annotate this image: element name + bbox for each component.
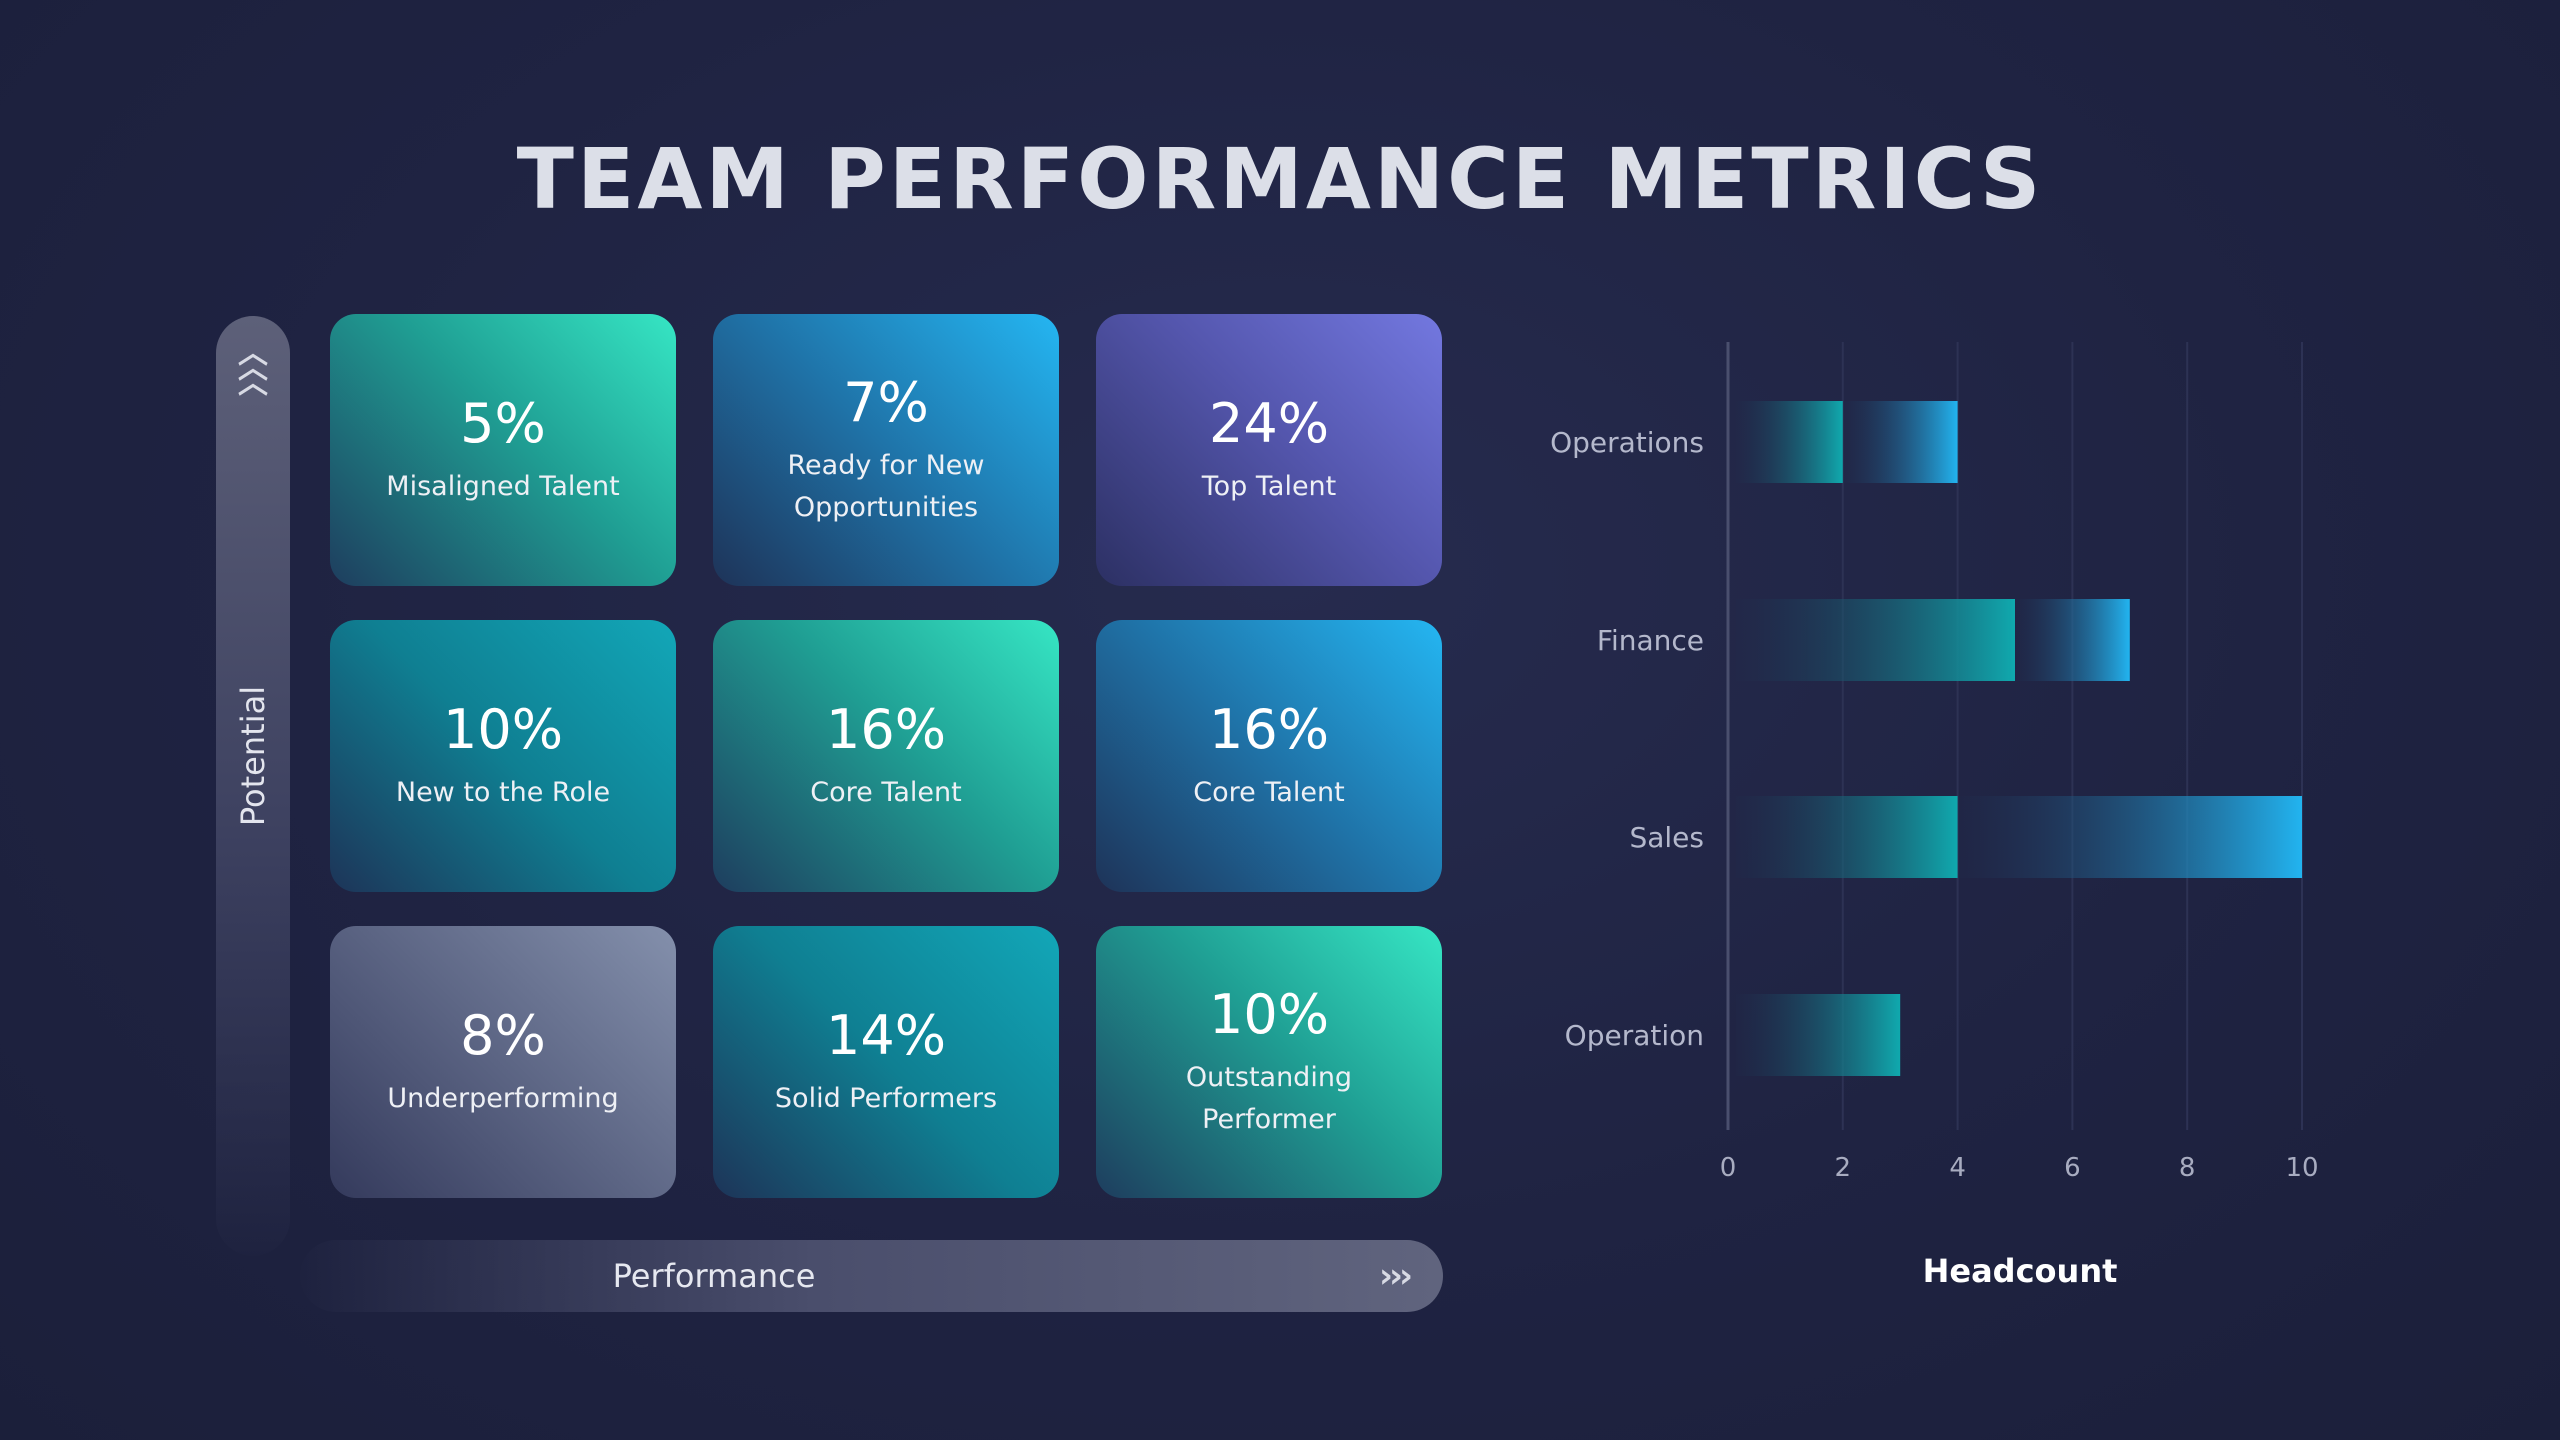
x-tick-label: 4	[1949, 1153, 1966, 1183]
x-tick-label: 0	[1720, 1153, 1737, 1183]
category-label: Finance	[1597, 624, 1704, 657]
tile-label: Ready for New Opportunities	[787, 450, 985, 523]
tile-label: Core Talent	[1193, 777, 1345, 808]
category-label: Sales	[1629, 821, 1704, 854]
tile-percent: 7%	[843, 371, 929, 434]
bar-operations-segment-1	[1736, 401, 1843, 483]
x-tick-label: 2	[1835, 1153, 1852, 1183]
bar-finance-segment-1	[1736, 599, 2015, 681]
tile-top-talent: 24% Top Talent	[1096, 314, 1442, 586]
headcount-bar-chart: 0 2 4 6 8 10 Operations Finance Sales Operation	[1550, 342, 2319, 1183]
tile-new-to-the-role: 10% New to the Role	[330, 620, 676, 892]
chevron-right-icon: ›››	[1378, 1256, 1413, 1296]
tile-percent: 14%	[825, 1004, 947, 1067]
category-label: Operation	[1565, 1019, 1704, 1052]
tile-label: Solid Performers	[774, 1083, 998, 1114]
performance-axis-label: Performance	[612, 1257, 816, 1295]
tile-percent: 10%	[442, 698, 564, 761]
tile-label: Underperforming	[387, 1083, 619, 1114]
x-axis-title: Headcount	[1922, 1252, 2118, 1290]
x-tick-label: 6	[2064, 1153, 2081, 1183]
performance-axis: Performance ›››	[300, 1240, 1443, 1312]
tile-percent: 5%	[460, 392, 546, 455]
tile-percent: 10%	[1208, 983, 1330, 1046]
tile-core-talent: 16% Core Talent	[1096, 620, 1442, 892]
x-tick-label: 10	[2285, 1153, 2318, 1183]
bar-sales-segment-2	[1957, 796, 2302, 878]
tile-misaligned-talent: 5% Misaligned Talent	[330, 314, 676, 586]
tile-label: Outstanding Performer	[1185, 1062, 1353, 1135]
tile-ready-for-new-opportunities: 7% Ready for New Opportunities	[713, 314, 1059, 586]
tile-core-talent: 16% Core Talent	[713, 620, 1059, 892]
bar-operations-segment-2	[1842, 401, 1958, 483]
tile-label: Core Talent	[810, 777, 962, 808]
tile-label: Misaligned Talent	[386, 471, 620, 502]
bar-operation-segment-1	[1736, 994, 1901, 1076]
chevron-up-icon: ︿ ︿ ︿	[238, 336, 268, 401]
potential-axis-label: Potential	[234, 685, 272, 827]
tile-underperforming: 8% Underperforming	[330, 926, 676, 1198]
potential-axis: ︿ ︿ ︿ Potential	[216, 316, 290, 1256]
x-tick-label: 8	[2179, 1153, 2196, 1183]
tile-label: New to the Role	[395, 777, 611, 808]
tile-label: Top Talent	[1201, 471, 1337, 502]
page-title: TEAM PERFORMANCE METRICS	[516, 130, 2044, 228]
tile-percent: 16%	[825, 698, 947, 761]
tile-percent: 24%	[1208, 392, 1330, 455]
bar-finance-segment-2	[2015, 599, 2130, 681]
tile-solid-performers: 14% Solid Performers	[713, 926, 1059, 1198]
category-label: Operations	[1550, 426, 1704, 459]
bar-sales-segment-1	[1736, 796, 1958, 878]
tile-outstanding-performer: 10% Outstanding Performer	[1096, 926, 1442, 1198]
tile-percent: 8%	[460, 1004, 546, 1067]
tile-percent: 16%	[1208, 698, 1330, 761]
